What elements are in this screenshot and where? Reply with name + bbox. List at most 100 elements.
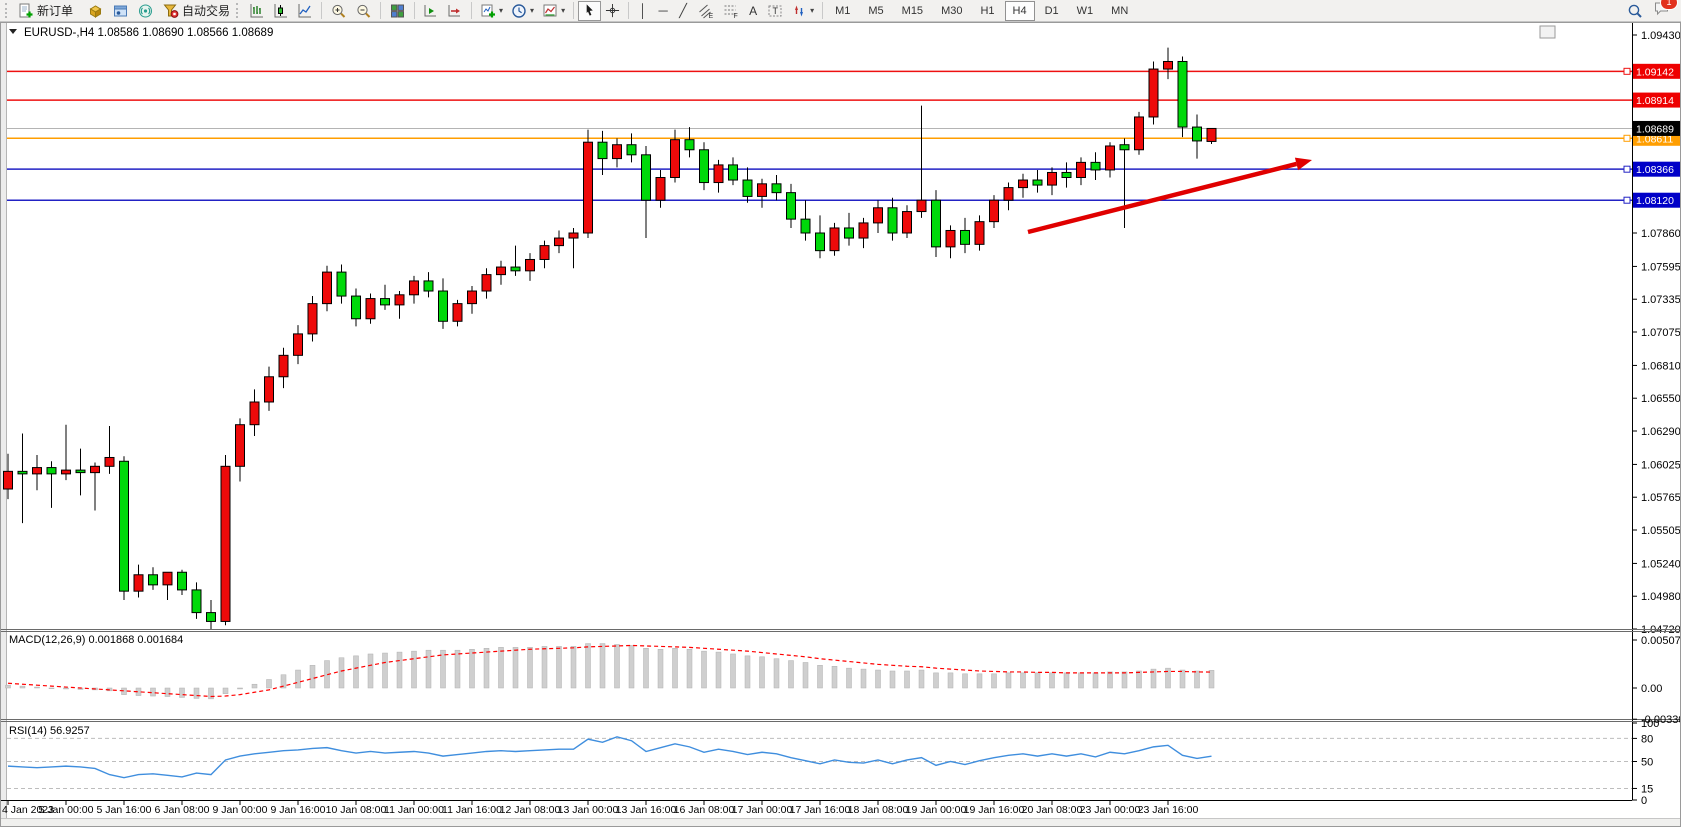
macd-bar-78: [1136, 670, 1142, 689]
fibonacci-tool-button[interactable]: F: [718, 1, 743, 21]
line-chart-icon: [298, 3, 312, 17]
macd-bar-60: [875, 669, 881, 689]
arrows-tool-button[interactable]: ▾: [787, 1, 818, 21]
notifications-button[interactable]: 1: [1653, 0, 1678, 21]
market-watch-button[interactable]: [83, 1, 108, 21]
macd-bar-14: [208, 687, 214, 700]
macd-bar-67: [976, 673, 983, 689]
auto-scroll-button[interactable]: [419, 1, 443, 21]
timeframe-button-m5[interactable]: M5: [868, 4, 884, 17]
macd-bar-61: [889, 670, 896, 689]
horizontal-line-tool-button[interactable]: ─: [653, 1, 673, 21]
timeframe-button-m30[interactable]: M30: [941, 4, 963, 17]
candle-74: [1076, 161, 1086, 179]
candle-13: [191, 589, 202, 614]
toolbar: 新订单 自动交易: [0, 0, 1681, 22]
candlesticks: [3, 47, 1217, 629]
macd-bar-72: [1049, 672, 1055, 689]
bar-chart-icon: [250, 3, 264, 17]
time-label-10: 13 Jan 00:00: [558, 804, 619, 816]
macd-label: MACD(12,26,9) 0.001868 0.001684: [9, 634, 183, 646]
indicators-button[interactable]: ▾: [476, 1, 507, 21]
chart-shift-button[interactable]: [443, 1, 467, 21]
candle-4: [61, 469, 71, 475]
bar-chart-type-button[interactable]: [245, 1, 269, 21]
candle-19: [278, 354, 289, 378]
candle-63: [916, 199, 927, 213]
zoom-in-button[interactable]: [326, 1, 351, 21]
crosshair-tool-button[interactable]: [601, 1, 624, 21]
trendline-tool-button[interactable]: ╱: [673, 1, 693, 21]
periods-button[interactable]: ▾: [507, 1, 538, 21]
market-watch-icon: [89, 4, 102, 18]
main-chart-pane[interactable]: EURUSD-,H4 1.08586 1.08690 1.08566 1.086…: [3, 25, 1633, 629]
candle-65: [945, 229, 956, 248]
arrows-caret-icon: ▾: [810, 5, 815, 15]
cursor-tool-button[interactable]: [578, 0, 602, 21]
vertical-line-tool-button[interactable]: │: [633, 1, 653, 21]
hline-handle-1.08366[interactable]: [1623, 165, 1631, 173]
equidistant-channel-tool-button[interactable]: E: [693, 1, 718, 21]
trend-arrow[interactable]: [1027, 157, 1312, 235]
rsi-pane[interactable]: RSI(14) 56.9257 100 80 50 150: [7, 718, 1659, 807]
toolbar-drag-handle[interactable]: [5, 3, 10, 18]
tile-windows-button[interactable]: [385, 1, 410, 21]
separator-main-macd[interactable]: [0, 629, 1681, 632]
timeframe-button-d1[interactable]: D1: [1044, 4, 1059, 17]
chart-corner-button[interactable]: [1539, 25, 1556, 39]
timeframe-button-mn[interactable]: MN: [1111, 4, 1129, 17]
candle-46: [670, 139, 680, 179]
line-chart-type-button[interactable]: [293, 1, 317, 21]
candle-36: [525, 258, 535, 272]
macd-bar-26: [382, 652, 388, 689]
search-icon[interactable]: [1627, 3, 1643, 19]
timeframe-button-w1[interactable]: W1: [1076, 4, 1094, 17]
text-label-tool-button[interactable]: T: [763, 1, 787, 21]
price-label-1.08611: 1.08611: [1636, 133, 1673, 145]
timeframe-button-h1[interactable]: H1: [980, 4, 995, 17]
periods-caret-icon: ▾: [530, 5, 535, 15]
candle-58: [844, 227, 854, 239]
time-label-8: 11 Jan 16:00: [442, 804, 502, 816]
zoom-out-button[interactable]: [351, 1, 376, 21]
candle-21: [307, 303, 318, 335]
timeframe-button-m1[interactable]: M1: [835, 4, 851, 17]
chart-canvas[interactable]: EURUSD-,H4 1.08586 1.08690 1.08566 1.086…: [0, 22, 1681, 827]
macd-bar-75: [1092, 672, 1099, 689]
timeframe-button-m15[interactable]: M15: [901, 4, 924, 17]
chart-background: [0, 22, 1681, 827]
svg-text:T: T: [773, 6, 779, 16]
candle-5: [75, 469, 86, 474]
hline-handle-1.08120[interactable]: [1623, 196, 1631, 204]
price-label-1.08689: 1.08689: [1636, 123, 1674, 135]
candle-10: [148, 574, 158, 586]
macd-axis-0.005078: 0.005078: [1641, 635, 1681, 647]
time-label-18: 20 Jan 08:00: [1022, 804, 1083, 816]
price-label-box-1.08366: [1633, 161, 1680, 177]
macd-pane[interactable]: MACD(12,26,9) 0.001868 0.001684 0.005078 0…: [5, 634, 1681, 726]
separator-macd-rsi[interactable]: [0, 719, 1681, 722]
price-axis[interactable]: 1.09430 1.07860 1.07595 1.07335 1.07075 1.068…: [1632, 30, 1681, 636]
price-tick-1.05765: 1.05765: [1641, 492, 1681, 504]
auto-trading-button[interactable]: 自动交易: [158, 1, 234, 21]
candle-53: [771, 183, 782, 194]
macd-bar-57: [831, 666, 838, 689]
hline-handle-1.08611[interactable]: [1623, 134, 1631, 142]
signal-button[interactable]: [133, 1, 158, 21]
candle-52: [757, 183, 767, 197]
symbol-dropdown-icon[interactable]: [9, 29, 17, 34]
indicators-icon: [481, 4, 496, 17]
text-tool-button[interactable]: A: [743, 1, 763, 21]
horizontal-line-objects[interactable]: [7, 67, 1632, 204]
navigator-button[interactable]: [108, 1, 133, 21]
candle-25: [365, 298, 376, 320]
templates-button[interactable]: ▾: [538, 1, 569, 21]
timeframe-button-h4[interactable]: H4: [1004, 0, 1035, 21]
macd-bar-15: [222, 687, 229, 694]
candlestick-type-button[interactable]: [269, 1, 293, 21]
new-order-button[interactable]: 新订单: [14, 1, 77, 21]
hline-handle-1.09142[interactable]: [1623, 67, 1631, 75]
notification-badge: 1: [1660, 0, 1678, 10]
toolbar-group-handle[interactable]: [236, 3, 241, 18]
